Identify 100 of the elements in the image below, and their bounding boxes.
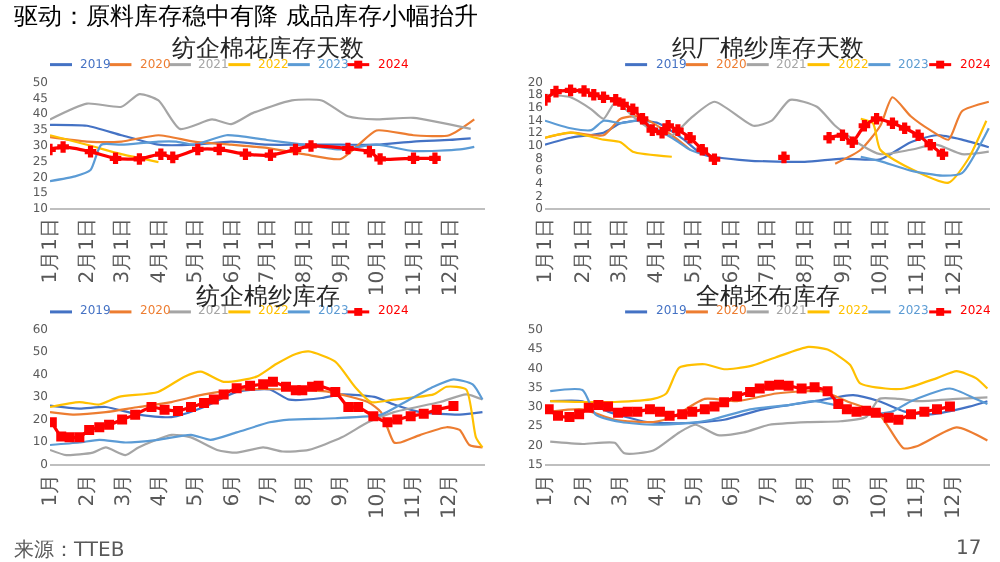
point bbox=[622, 406, 633, 417]
point bbox=[418, 408, 429, 419]
point bbox=[550, 85, 562, 98]
point bbox=[883, 412, 894, 423]
point bbox=[672, 124, 684, 136]
point bbox=[836, 129, 849, 142]
point bbox=[708, 153, 721, 166]
x-tick-label: 3月 bbox=[113, 473, 135, 507]
point bbox=[258, 379, 269, 390]
x-tick-label: 11月1日 bbox=[404, 217, 426, 297]
x-tick-label: 6月1日 bbox=[221, 217, 244, 284]
text: 17 bbox=[956, 538, 982, 560]
point bbox=[664, 410, 675, 421]
point bbox=[172, 406, 183, 417]
x-tick-label: 2月 bbox=[76, 473, 99, 507]
point bbox=[764, 380, 775, 391]
x-tick-label: 7月 bbox=[258, 473, 280, 507]
point bbox=[208, 394, 219, 405]
point bbox=[289, 143, 302, 156]
x-tick-label: 7月 bbox=[758, 473, 780, 507]
point bbox=[931, 404, 942, 415]
point bbox=[656, 126, 668, 139]
point bbox=[191, 143, 204, 156]
point bbox=[732, 391, 743, 402]
x-tick-label: 10月 bbox=[366, 473, 389, 520]
x-tick-label: 1月1日 bbox=[535, 217, 558, 284]
point bbox=[305, 140, 317, 152]
point bbox=[109, 152, 122, 165]
line-series bbox=[50, 134, 476, 183]
point bbox=[104, 419, 115, 430]
point bbox=[583, 402, 594, 413]
point bbox=[231, 383, 242, 394]
point bbox=[94, 422, 105, 433]
x-tick-label: 8月1日 bbox=[294, 217, 317, 284]
point bbox=[405, 411, 416, 422]
x-tick-label: 3月 bbox=[609, 473, 632, 507]
point bbox=[833, 398, 844, 409]
line-series bbox=[50, 93, 472, 131]
point bbox=[699, 404, 710, 415]
x-tick-label: 2月1日 bbox=[573, 217, 596, 284]
point bbox=[870, 407, 881, 418]
point bbox=[407, 152, 420, 165]
point bbox=[696, 143, 709, 156]
x-tick-label: 12月1日 bbox=[439, 217, 462, 297]
point bbox=[448, 401, 459, 412]
x-tick-label: 1月1日 bbox=[40, 217, 63, 284]
point bbox=[646, 124, 659, 136]
point bbox=[745, 386, 756, 397]
point bbox=[597, 91, 610, 104]
point bbox=[264, 149, 277, 161]
point bbox=[353, 402, 364, 413]
point bbox=[382, 417, 393, 428]
x-tick-label: 8月 bbox=[795, 473, 818, 507]
point bbox=[166, 151, 179, 164]
point bbox=[774, 379, 784, 390]
x-tick-label: 12月 bbox=[943, 473, 966, 520]
point bbox=[898, 122, 911, 135]
point bbox=[84, 145, 97, 158]
point bbox=[906, 409, 917, 420]
source-note: 来源：TTEB bbox=[14, 538, 125, 562]
x-tick-label: 8月1日 bbox=[795, 217, 818, 284]
point bbox=[552, 410, 563, 421]
point bbox=[603, 401, 614, 412]
x-tick-label: 9月 bbox=[330, 473, 353, 507]
point bbox=[613, 407, 624, 418]
point bbox=[84, 424, 95, 435]
point bbox=[754, 383, 765, 394]
point bbox=[146, 402, 157, 413]
point bbox=[297, 385, 308, 396]
x-tick-label: 5月 bbox=[185, 473, 208, 507]
x-tick-label: 4月 bbox=[149, 473, 172, 507]
point bbox=[796, 383, 807, 394]
point bbox=[74, 432, 85, 443]
text: 驱动：原料库存稳中有降 成品库存小幅抬升 bbox=[14, 2, 478, 30]
x-tick-label: 2月1日 bbox=[77, 217, 100, 284]
x-tick-label: 6月 bbox=[221, 473, 244, 507]
x-tick-label: 5月1日 bbox=[184, 217, 207, 284]
point bbox=[57, 141, 69, 153]
point bbox=[870, 112, 883, 125]
point bbox=[893, 414, 904, 425]
point bbox=[778, 151, 790, 164]
point bbox=[343, 402, 354, 413]
point bbox=[218, 389, 229, 400]
point bbox=[267, 376, 278, 387]
point bbox=[199, 397, 210, 408]
point bbox=[313, 380, 324, 391]
x-tick-label: 7月1日 bbox=[757, 217, 780, 284]
x-tick-label: 10月1日 bbox=[367, 217, 390, 297]
x-tick-label: 4月 bbox=[646, 473, 669, 507]
point bbox=[636, 112, 649, 125]
point bbox=[64, 432, 75, 443]
point bbox=[564, 412, 575, 423]
point bbox=[245, 380, 256, 391]
point bbox=[213, 143, 226, 156]
point bbox=[924, 138, 937, 151]
x-tick-label: 5月1日 bbox=[683, 217, 706, 284]
chart-title: 纺企棉花库存天数 bbox=[172, 34, 364, 62]
x-tick-label: 3月1日 bbox=[112, 217, 134, 284]
point bbox=[709, 401, 720, 412]
point bbox=[654, 406, 665, 417]
